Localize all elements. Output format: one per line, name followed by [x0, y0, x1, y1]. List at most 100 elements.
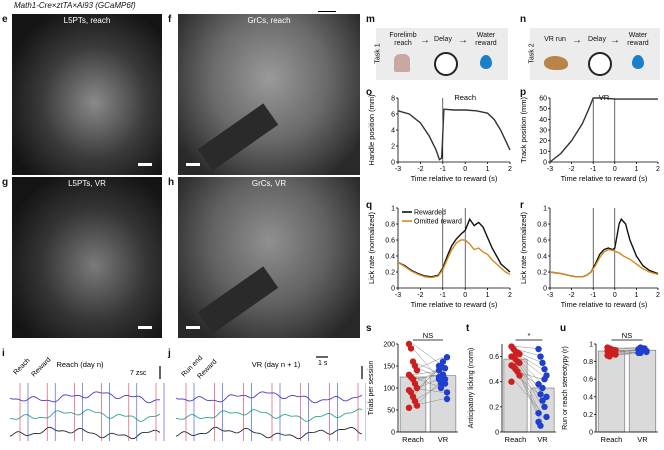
x-axis-label: Time relative to reward (s)	[411, 174, 498, 183]
blood-vessel-shadow	[197, 103, 279, 171]
data-point	[443, 354, 451, 361]
image-title: L5PTs, reach	[63, 16, 111, 25]
reach-marker-label: Reach	[12, 357, 31, 376]
image-grcs-reach: GrCs, reach	[178, 14, 360, 175]
data-point	[435, 376, 443, 383]
x-tick-label: 1	[486, 166, 490, 173]
pair-line	[515, 353, 543, 376]
scale-bar	[186, 326, 200, 329]
y-tick-label: 20	[539, 138, 547, 145]
panel-label-f: f	[168, 14, 172, 25]
image-l5pts-vr: L5PTs, VR	[12, 177, 162, 338]
category-label: VR	[537, 435, 548, 444]
traces-reach: Reach (day n) Reach Reward 7 zsc	[10, 356, 165, 441]
panel-label-u: u	[560, 323, 567, 334]
y-tick-label: 1	[391, 206, 395, 213]
panel-label-n: n	[520, 14, 527, 25]
y-tick-label: 1	[543, 206, 547, 213]
step-vr-run: VR run	[544, 36, 566, 43]
panel-label-e: e	[2, 14, 8, 25]
panel-label-i: i	[2, 348, 5, 359]
x-tick-label: -2	[568, 166, 574, 173]
panel-label-q: q	[366, 200, 373, 211]
x-tick-label: -1	[440, 292, 446, 299]
y-tick-label: 0.8	[385, 222, 395, 229]
y-tick-label: 0.4	[385, 254, 395, 261]
data-point	[439, 358, 447, 365]
data-point	[541, 376, 548, 383]
bar	[597, 350, 626, 433]
arrow-icon: →	[420, 35, 430, 46]
x-tick-label: -2	[568, 292, 574, 299]
data-point	[413, 367, 421, 374]
time-scale-label: 1 s	[318, 360, 328, 367]
pair-line	[515, 381, 543, 414]
step-delay: Delay	[588, 36, 606, 43]
chart-u: 0 0.2 0.4 0.6 0.8 1 Reach VR NS Run or reach ster…	[562, 331, 658, 444]
y-tick-label: 100	[383, 386, 395, 393]
data-point	[643, 348, 650, 356]
y-tick-label: 60	[539, 96, 547, 103]
x-tick-label: -3	[547, 166, 553, 173]
panel-label-j: j	[168, 348, 171, 359]
water-drop-icon	[632, 55, 644, 69]
series-line-1	[549, 248, 659, 278]
data-point	[537, 422, 544, 429]
y-tick-label: 0	[543, 286, 547, 293]
step-delay: Delay	[434, 36, 452, 43]
y-tick-label: 40	[539, 117, 547, 124]
clock-icon	[434, 52, 458, 76]
y-tick-label: 0	[391, 430, 395, 437]
y-tick-label: 0.6	[583, 377, 593, 384]
task-label: Task 1	[374, 43, 382, 64]
y-tick-label: 0.8	[583, 359, 593, 366]
panel-label-p: p	[520, 87, 527, 98]
y-tick-label: 0.6	[385, 238, 395, 245]
x-tick-label: 0	[613, 166, 617, 173]
water-drop-icon	[480, 55, 492, 69]
zscore-scale-label: 7 zsc	[130, 370, 147, 377]
legend-label: Rewarded	[414, 210, 446, 217]
scale-bar	[186, 163, 200, 166]
panel-label-m: m	[366, 14, 375, 25]
data-point	[535, 345, 542, 353]
significance-label: NS	[622, 331, 632, 340]
figure-header: Math1-Cre×ztTA×Ai93 (GCaMP6f)	[14, 1, 136, 10]
panel-label-o: o	[366, 87, 373, 98]
x-tick-label: 2	[508, 166, 512, 173]
x-tick-label: -3	[395, 166, 401, 173]
data-point	[407, 345, 415, 352]
x-tick-label: 2	[508, 292, 512, 299]
category-label: VR	[637, 435, 648, 444]
pair-line	[412, 383, 444, 402]
x-tick-label: 0	[463, 166, 467, 173]
trace-group	[10, 383, 165, 441]
data-point	[437, 384, 445, 392]
step-water-reward: Water reward	[475, 32, 497, 47]
calcium-trace	[10, 391, 161, 404]
x-tick-label: 0	[613, 292, 617, 299]
y-tick-label: 0.6	[537, 238, 547, 245]
data-point	[539, 397, 546, 404]
image-title: GrCs, reach	[247, 16, 291, 25]
calcium-trace	[176, 408, 363, 422]
panel-label-r: r	[520, 200, 524, 211]
y-tick-label: 0.2	[583, 412, 593, 419]
data-point	[405, 404, 413, 411]
calcium-trace	[176, 391, 363, 404]
y-tick-label: 0.4	[489, 379, 499, 386]
scale-bar	[138, 326, 152, 329]
x-tick-label: 1	[634, 166, 638, 173]
data-point	[606, 353, 613, 360]
task2-schematic: Task 2 VR run Delay Water reward → →	[528, 28, 660, 80]
data-point	[541, 403, 548, 411]
y-tick-label: 30	[539, 128, 547, 135]
mouse-icon	[544, 56, 568, 70]
data-point	[413, 384, 421, 392]
y-tick-label: 10	[539, 149, 547, 156]
task-label: Task 2	[528, 43, 536, 64]
data-point	[413, 402, 421, 409]
y-tick-label: 0.4	[583, 394, 593, 401]
